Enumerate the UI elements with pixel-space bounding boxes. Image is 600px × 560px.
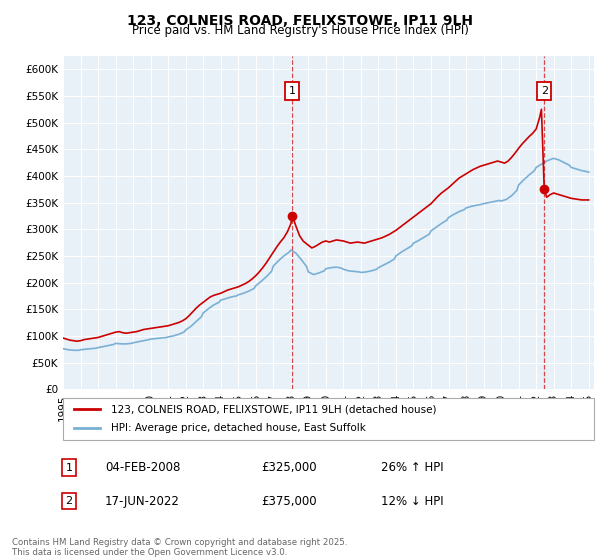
- Text: 2: 2: [65, 496, 73, 506]
- Text: 123, COLNEIS ROAD, FELIXSTOWE, IP11 9LH (detached house): 123, COLNEIS ROAD, FELIXSTOWE, IP11 9LH …: [111, 404, 436, 414]
- Text: 17-JUN-2022: 17-JUN-2022: [105, 494, 180, 508]
- Text: £325,000: £325,000: [261, 461, 317, 474]
- Text: 1: 1: [65, 463, 73, 473]
- Text: HPI: Average price, detached house, East Suffolk: HPI: Average price, detached house, East…: [111, 423, 365, 433]
- Text: Contains HM Land Registry data © Crown copyright and database right 2025.
This d: Contains HM Land Registry data © Crown c…: [12, 538, 347, 557]
- Text: Price paid vs. HM Land Registry's House Price Index (HPI): Price paid vs. HM Land Registry's House …: [131, 24, 469, 37]
- Text: 12% ↓ HPI: 12% ↓ HPI: [381, 494, 443, 508]
- Text: 04-FEB-2008: 04-FEB-2008: [105, 461, 181, 474]
- Text: 1: 1: [289, 86, 296, 96]
- Text: 26% ↑ HPI: 26% ↑ HPI: [381, 461, 443, 474]
- Text: 123, COLNEIS ROAD, FELIXSTOWE, IP11 9LH: 123, COLNEIS ROAD, FELIXSTOWE, IP11 9LH: [127, 14, 473, 28]
- Text: 2: 2: [541, 86, 548, 96]
- FancyBboxPatch shape: [63, 398, 594, 440]
- Text: £375,000: £375,000: [261, 494, 317, 508]
